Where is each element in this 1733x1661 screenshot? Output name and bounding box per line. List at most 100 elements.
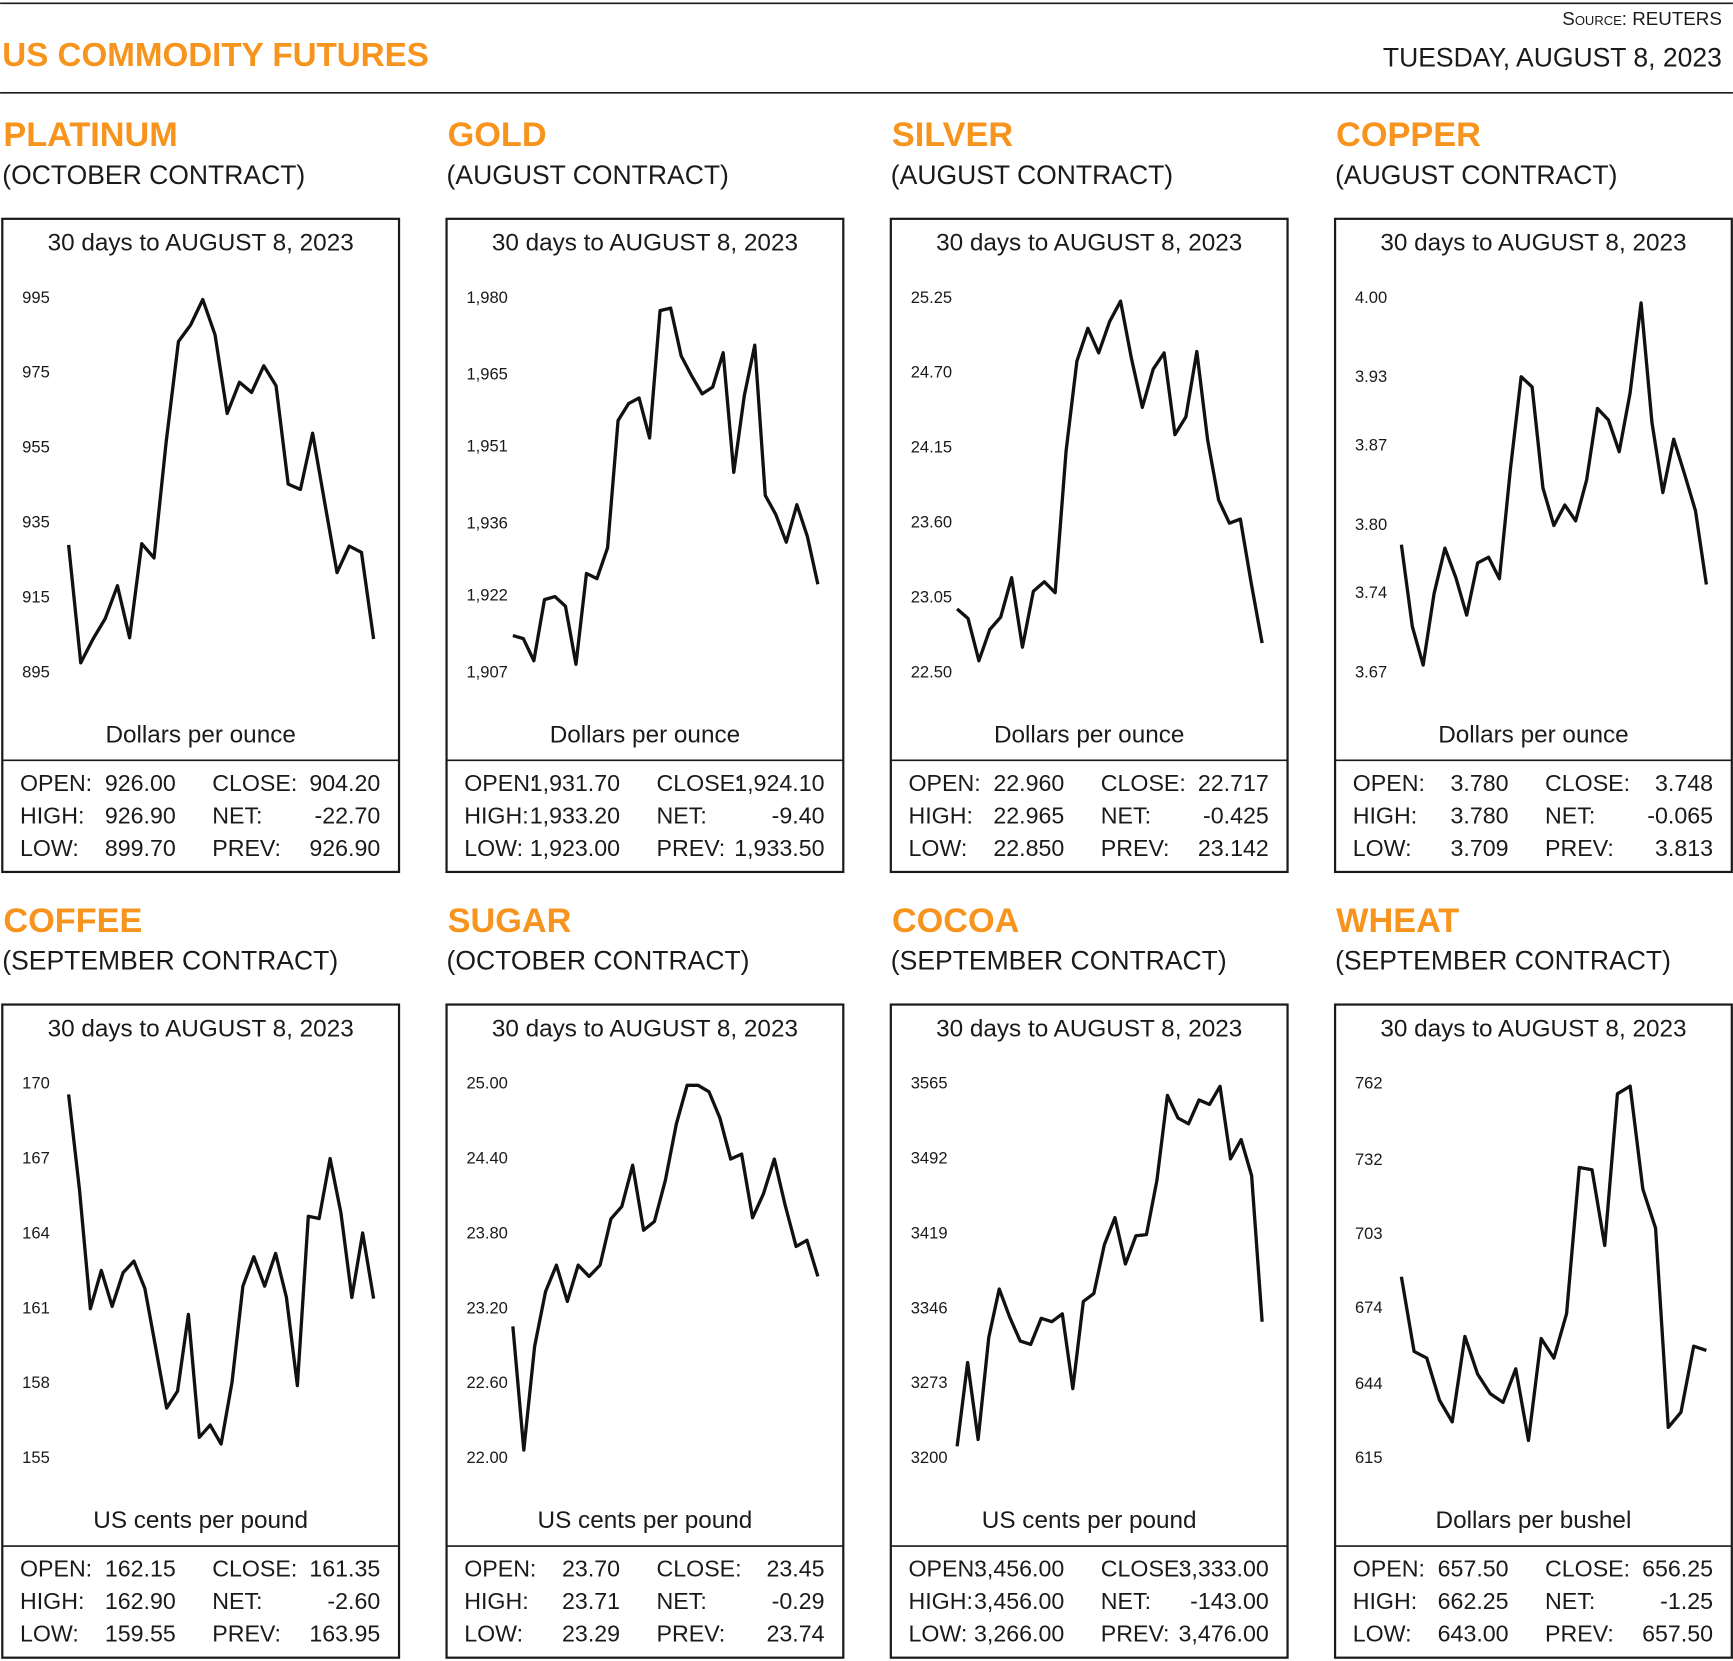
y-tick-label: 22.00 [466, 1448, 507, 1467]
stat-label: HIGH: [1353, 802, 1417, 828]
period: 30 days to AUGUST 8, 2023 [492, 230, 798, 257]
y-tick-label: 995 [22, 288, 50, 307]
y-tick-label: 24.15 [911, 438, 952, 457]
stat-label: NET: [1101, 1588, 1151, 1614]
commodity-title: SILVER [892, 116, 1013, 154]
contract: (SEPTEMBER CONTRACT) [2, 946, 338, 976]
stat-value: -22.70 [314, 802, 380, 828]
price-line [66, 297, 376, 665]
panel-frame [1, 217, 401, 874]
y-tick-label: 3.93 [1355, 367, 1387, 386]
stat-label: NET: [1545, 802, 1595, 828]
stat-value: -0.065 [1647, 802, 1713, 828]
panel-frame [1, 1003, 401, 1659]
y-tick-label: 4.00 [1355, 288, 1387, 307]
price-line [511, 1083, 820, 1452]
stat-value: -9.40 [772, 802, 825, 828]
stat-value: 22.850 [993, 835, 1064, 861]
price-line [512, 306, 820, 666]
page-title: US COMMODITY FUTURES [2, 37, 429, 74]
price-line [1399, 301, 1709, 667]
stat-value: 1,923.00 [530, 835, 620, 861]
stat-value: -2.60 [327, 1588, 380, 1614]
stat-value: 23.74 [766, 1621, 824, 1647]
stat-label: CLOSE: [212, 1556, 297, 1582]
stat-label: NET: [212, 1588, 262, 1614]
stat-label: HIGH: [464, 802, 528, 828]
commodity-title: COPPER [1336, 116, 1481, 154]
stat-label: PREV: [1545, 835, 1614, 861]
stat-value: 23.142 [1198, 835, 1269, 861]
stat-label: OPEN: [20, 1556, 92, 1582]
y-tick-label: 23.60 [911, 513, 952, 532]
stat-label: OPEN: [1353, 1556, 1425, 1582]
stat-label: NET: [657, 1588, 707, 1614]
y-tick-label: 167 [22, 1148, 50, 1167]
stat-label: PREV: [1101, 1621, 1170, 1647]
y-tick-label: 895 [22, 662, 50, 681]
stat-value: 22.965 [993, 802, 1064, 828]
stat-label: LOW: [908, 1621, 967, 1647]
stat-value: 159.55 [105, 1621, 176, 1647]
stat-label: CLOSE: [657, 770, 742, 796]
stat-value: 3.748 [1655, 770, 1713, 796]
stat-label: CLOSE: [1545, 1556, 1630, 1582]
unit-label: Dollars per ounce [105, 721, 295, 748]
stat-label: LOW: [1353, 1621, 1412, 1647]
stat-value: 904.20 [309, 770, 380, 796]
commodity-title: WHEAT [1336, 902, 1459, 940]
stat-value: 23.45 [766, 1556, 824, 1582]
y-tick-label: 3.74 [1355, 583, 1387, 602]
y-tick-label: 158 [22, 1373, 50, 1392]
unit-label: Dollars per ounce [550, 721, 740, 748]
y-tick-label: 3492 [911, 1148, 948, 1167]
period: 30 days to AUGUST 8, 2023 [936, 230, 1242, 257]
stat-label: HIGH: [20, 802, 84, 828]
stat-label: CLOSE: [1545, 770, 1630, 796]
y-tick-label: 3.67 [1355, 662, 1387, 681]
stat-value: 22.717 [1198, 770, 1269, 796]
stat-label: LOW: [1353, 835, 1412, 861]
stat-value: -1.25 [1660, 1588, 1713, 1614]
stat-value: 662.25 [1438, 1588, 1509, 1614]
y-tick-label: 3200 [911, 1448, 948, 1467]
y-tick-label: 3419 [911, 1223, 948, 1242]
contract: (AUGUST CONTRACT) [891, 160, 1173, 190]
price-line [66, 1094, 376, 1446]
stat-label: LOW: [464, 835, 523, 861]
unit-label: Dollars per ounce [994, 721, 1184, 748]
stat-label: NET: [212, 802, 262, 828]
y-tick-label: 25.00 [466, 1074, 507, 1093]
stat-label: HIGH: [20, 1588, 84, 1614]
stat-value: 3,456.00 [974, 1588, 1064, 1614]
stat-value: 1,924.10 [734, 770, 824, 796]
y-tick-label: 915 [22, 587, 50, 606]
stat-label: NET: [1545, 1588, 1595, 1614]
panel-frame [889, 1003, 1289, 1659]
stat-value: 1,931.70 [530, 770, 620, 796]
page-date: TUESDAY, AUGUST 8, 2023 [1383, 43, 1722, 73]
y-tick-label: 155 [22, 1448, 50, 1467]
stat-value: 657.50 [1438, 1556, 1509, 1582]
y-tick-label: 161 [22, 1298, 50, 1317]
y-tick-label: 164 [22, 1223, 50, 1242]
unit-label: US cents per pound [93, 1507, 308, 1534]
stat-value: 3,333.00 [1178, 1556, 1268, 1582]
stat-value: 3,476.00 [1178, 1621, 1268, 1647]
stat-label: HIGH: [1353, 1588, 1417, 1614]
y-tick-label: 975 [22, 363, 50, 382]
y-tick-label: 3273 [911, 1373, 948, 1392]
stat-value: 3.780 [1451, 770, 1509, 796]
stat-label: NET: [657, 802, 707, 828]
stat-value: 3,456.00 [974, 1556, 1064, 1582]
contract: (SEPTEMBER CONTRACT) [891, 946, 1227, 976]
y-tick-label: 23.80 [466, 1223, 507, 1242]
unit-label: Dollars per bushel [1436, 1507, 1632, 1534]
stat-value: 926.90 [105, 802, 176, 828]
stat-value: 657.50 [1642, 1621, 1713, 1647]
stat-value: 22.960 [993, 770, 1064, 796]
y-tick-label: 23.20 [466, 1298, 507, 1317]
stat-label: PREV: [212, 835, 281, 861]
panel-frame [445, 1003, 845, 1659]
